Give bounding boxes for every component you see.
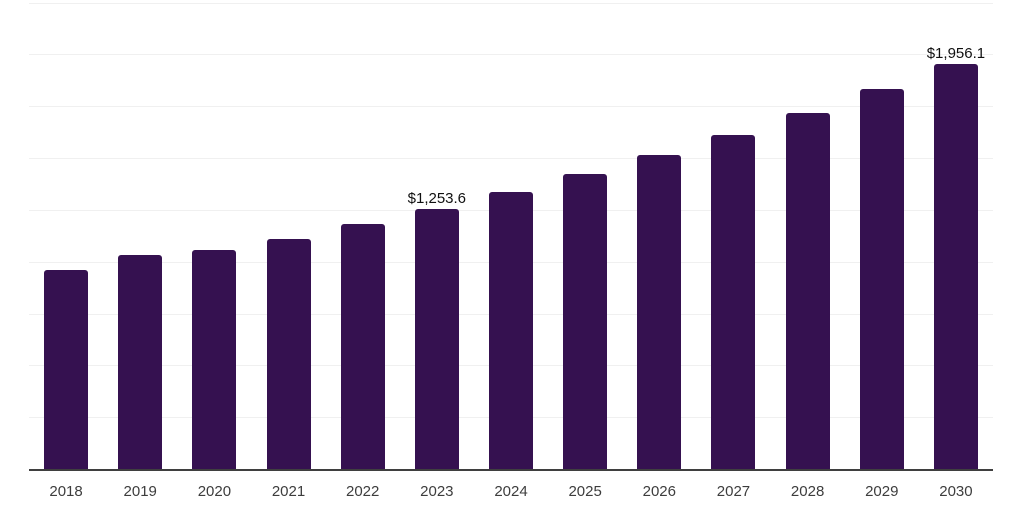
gridline-2000 [29, 54, 993, 56]
gridline-1750 [29, 106, 993, 108]
x-tick-label-2019: 2019 [123, 483, 157, 500]
x-tick-label-2025: 2025 [568, 483, 602, 500]
x-tick-label-2021: 2021 [271, 483, 306, 500]
bar-2020 [192, 250, 237, 469]
x-tick-label-2018: 2018 [49, 483, 83, 500]
bar-2025 [563, 173, 608, 469]
x-tick-label-2027: 2027 [716, 483, 751, 500]
bar-2026 [637, 154, 682, 469]
gridline-1500 [29, 158, 993, 160]
x-tick-label-2020: 2020 [197, 483, 232, 500]
bar-2028 [785, 112, 830, 469]
data-label-2030: $1,956.1 [926, 44, 986, 62]
x-tick-label-2024: 2024 [494, 483, 528, 500]
bar-2019 [118, 255, 163, 469]
x-axis-line [29, 469, 993, 471]
bar-2021 [266, 239, 311, 469]
x-tick-label-2030: 2030 [939, 483, 973, 500]
bar-2030 [933, 63, 978, 469]
data-label-2023: $1,253.6 [407, 190, 467, 208]
x-tick-label-2023: 2023 [420, 483, 454, 500]
x-tick-label-2029: 2029 [865, 483, 899, 500]
bar-2027 [711, 134, 756, 469]
plot-area [29, 0, 993, 469]
bar-2024 [489, 192, 533, 469]
bar-2018 [44, 270, 89, 469]
bar-2023 [414, 209, 459, 469]
gridline-2250 [29, 2, 993, 4]
x-tick-label-2028: 2028 [790, 483, 825, 500]
bar-2029 [859, 88, 904, 469]
bar-2022 [340, 224, 385, 469]
x-tick-label-2022: 2022 [346, 483, 380, 500]
x-tick-label-2026: 2026 [642, 483, 676, 500]
